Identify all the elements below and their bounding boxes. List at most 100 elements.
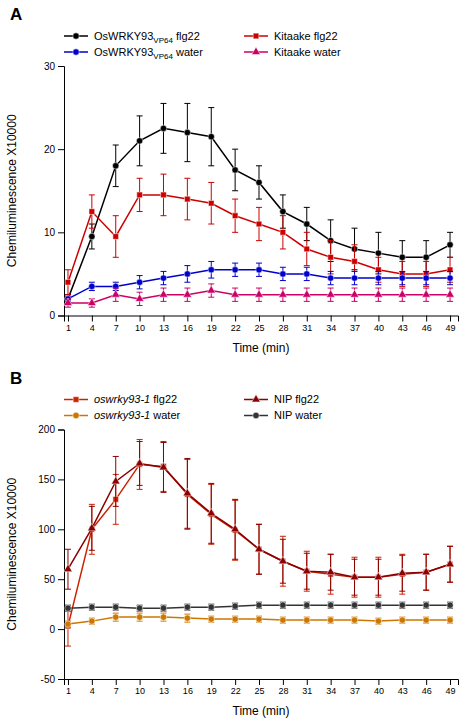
data-point bbox=[208, 616, 214, 622]
error-bar bbox=[137, 605, 143, 611]
error-bar bbox=[65, 621, 71, 627]
tick-mark bbox=[283, 679, 284, 685]
error-bar bbox=[208, 261, 214, 278]
tick-mark bbox=[235, 679, 236, 685]
panel-title: B bbox=[10, 369, 22, 388]
tick-label: 31 bbox=[302, 686, 312, 696]
data-point bbox=[351, 602, 357, 608]
tick: 19 bbox=[207, 316, 217, 333]
error-bar bbox=[447, 232, 453, 257]
tick-label: 40 bbox=[374, 686, 384, 696]
legend-swatch-marker bbox=[73, 33, 79, 39]
tick-mark bbox=[426, 679, 427, 685]
error-bar bbox=[184, 178, 190, 220]
axis-line bbox=[58, 67, 65, 317]
data-point bbox=[111, 290, 120, 297]
data-point bbox=[399, 617, 405, 623]
legend-label-part: VP64 bbox=[153, 52, 173, 61]
tick-label: 200 bbox=[38, 424, 55, 435]
tick-mark bbox=[68, 316, 69, 322]
error-bar bbox=[280, 267, 286, 280]
tick-label: 28 bbox=[278, 686, 288, 696]
data-point bbox=[159, 462, 168, 469]
tick-label: 4 bbox=[90, 686, 95, 696]
tick: 4 bbox=[90, 316, 95, 333]
legend-label: Kitaake flg22 bbox=[274, 30, 338, 42]
data-point bbox=[231, 524, 240, 531]
data-point bbox=[302, 566, 311, 573]
error-bar bbox=[208, 616, 214, 622]
error-bar bbox=[184, 604, 190, 610]
error-bar bbox=[137, 276, 143, 289]
tick-mark bbox=[116, 316, 117, 322]
tick: 34 bbox=[326, 679, 336, 696]
error-bar bbox=[304, 267, 310, 280]
error-bar bbox=[256, 166, 262, 199]
legend-label-part: OsWRKY93 bbox=[94, 46, 153, 58]
tick-label: 13 bbox=[159, 686, 169, 696]
tick: 16 bbox=[183, 679, 193, 696]
data-point bbox=[184, 615, 190, 621]
legend-label: NIP flg22 bbox=[274, 393, 319, 405]
data-point bbox=[88, 298, 97, 305]
data-point bbox=[280, 208, 286, 214]
data-point bbox=[422, 567, 431, 574]
legend-label-part: water bbox=[173, 46, 203, 58]
data-point bbox=[65, 279, 71, 285]
tick-mark bbox=[259, 679, 260, 685]
error-bar bbox=[184, 614, 190, 622]
tick-label: 150 bbox=[38, 474, 55, 485]
tick-label: 43 bbox=[398, 686, 408, 696]
legend-item: NIP flg22 bbox=[244, 393, 319, 405]
data-point bbox=[280, 271, 286, 277]
legend-item: OsWRKY93VP64 flg22 bbox=[64, 30, 200, 45]
error-bar bbox=[65, 606, 71, 646]
error-bar bbox=[65, 270, 71, 295]
error-bar bbox=[160, 613, 166, 621]
tick-mark bbox=[187, 679, 188, 685]
data-point bbox=[423, 617, 429, 623]
tick-label: 46 bbox=[422, 686, 432, 696]
tick-mark bbox=[58, 529, 64, 530]
tick: 49 bbox=[446, 679, 456, 696]
data-point bbox=[423, 275, 429, 281]
error-bar bbox=[280, 617, 286, 623]
tick: 150 bbox=[38, 474, 64, 485]
legend-label-part: oswrky93-1 bbox=[94, 393, 150, 405]
y-axis-title: Chemiluminescence X10000 bbox=[5, 478, 19, 631]
data-point bbox=[423, 254, 429, 260]
tick: 25 bbox=[255, 316, 265, 333]
data-point bbox=[350, 572, 359, 579]
tick: 37 bbox=[350, 679, 360, 696]
data-point bbox=[161, 192, 167, 198]
data-point bbox=[327, 275, 333, 281]
tick-mark bbox=[58, 149, 64, 150]
data-point bbox=[137, 192, 143, 198]
tick-label: 7 bbox=[114, 686, 119, 696]
tick: 0 bbox=[49, 310, 64, 321]
tick: 43 bbox=[398, 679, 408, 696]
data-point bbox=[423, 602, 429, 608]
tick-label: 40 bbox=[374, 323, 384, 333]
data-point bbox=[160, 614, 166, 620]
legend-label-part: OsWRKY93 bbox=[94, 30, 153, 42]
tick-mark bbox=[92, 316, 93, 322]
data-point bbox=[136, 614, 142, 620]
chart-root: A14710131619222528313437404346490102030T… bbox=[0, 0, 474, 727]
error-bar bbox=[352, 602, 358, 608]
tick-label: 19 bbox=[207, 323, 217, 333]
tick-mark bbox=[68, 679, 69, 685]
data-point bbox=[399, 275, 405, 281]
data-point bbox=[256, 221, 262, 227]
tick: 37 bbox=[350, 316, 360, 333]
tick: 20 bbox=[44, 144, 64, 155]
error-bar bbox=[447, 617, 453, 623]
error-bar bbox=[399, 617, 405, 623]
tick: 43 bbox=[398, 316, 408, 333]
tick-label: 37 bbox=[350, 323, 360, 333]
tick: 28 bbox=[278, 316, 288, 333]
data-point bbox=[64, 298, 72, 305]
legend-item: Kitaake water bbox=[244, 46, 341, 58]
data-point bbox=[89, 283, 95, 289]
series-line bbox=[68, 195, 450, 282]
